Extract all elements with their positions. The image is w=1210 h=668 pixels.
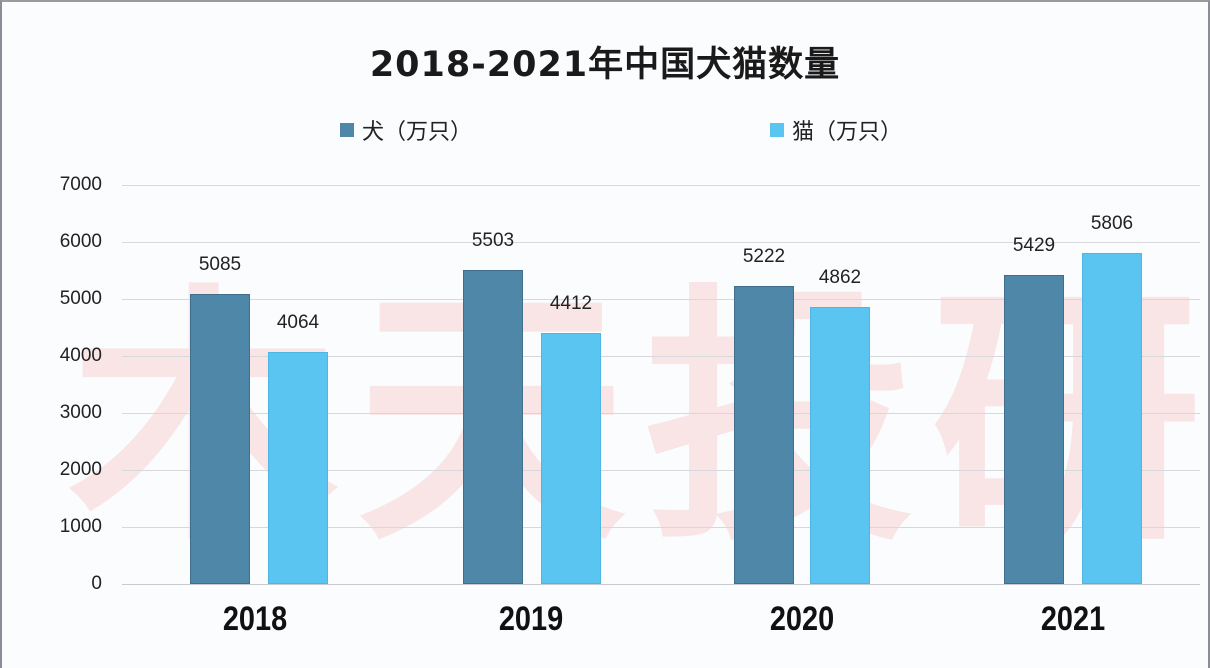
y-tick-label: 5000 [59, 288, 102, 309]
gridline-1000 [122, 527, 1200, 528]
gridline-2000 [122, 470, 1200, 471]
bar-cat-2021 [1082, 253, 1142, 584]
y-tick-label: 3000 [59, 402, 102, 423]
x-label-2019: 2019 [498, 600, 564, 638]
bar-dog-2020 [734, 286, 794, 584]
legend-item-dog: 犬（万只） [340, 114, 472, 146]
data-label-cat-2021: 5806 [1090, 213, 1134, 235]
bar-dog-2018 [190, 294, 250, 584]
data-label-dog-2019: 5503 [471, 230, 515, 252]
x-label-2018: 2018 [222, 600, 288, 638]
gridline-5000 [122, 299, 1200, 300]
data-label-cat-2018: 4064 [276, 312, 320, 334]
y-tick-label: 1000 [59, 516, 102, 537]
bar-cat-2019 [541, 332, 601, 584]
gridline-3000 [122, 413, 1200, 414]
data-label-dog-2021: 5429 [1012, 234, 1056, 256]
legend-swatch-cat-icon [770, 123, 784, 137]
bar-cat-2020 [810, 306, 870, 584]
y-tick-label: 6000 [59, 231, 102, 252]
y-tick-label: 2000 [59, 459, 102, 480]
gridline-7000 [122, 185, 1200, 186]
legend-label-cat: 猫（万只） [792, 120, 903, 145]
y-tick-label: 4000 [59, 345, 102, 366]
legend-label-dog: 犬（万只） [362, 120, 473, 145]
gridline-6000 [122, 242, 1200, 243]
gridline-4000 [122, 356, 1200, 357]
data-label-dog-2020: 5222 [742, 246, 786, 268]
x-label-2020: 2020 [769, 600, 835, 638]
data-label-cat-2020: 4862 [818, 266, 862, 288]
x-label-2021: 2021 [1040, 600, 1106, 638]
legend-item-cat: 猫（万只） [770, 114, 902, 146]
x-axis-line [122, 584, 1200, 585]
legend-swatch-dog-icon [340, 123, 354, 137]
bar-dog-2021 [1004, 274, 1064, 584]
bar-dog-2019 [463, 270, 523, 584]
bar-cat-2018 [268, 352, 328, 584]
data-label-dog-2018: 5085 [198, 254, 242, 276]
data-label-cat-2019: 4412 [549, 292, 593, 314]
y-tick-label: 0 [91, 573, 102, 594]
chart-title: 2018-2021年中国犬猫数量 [369, 45, 841, 85]
y-tick-label: 7000 [59, 174, 102, 195]
